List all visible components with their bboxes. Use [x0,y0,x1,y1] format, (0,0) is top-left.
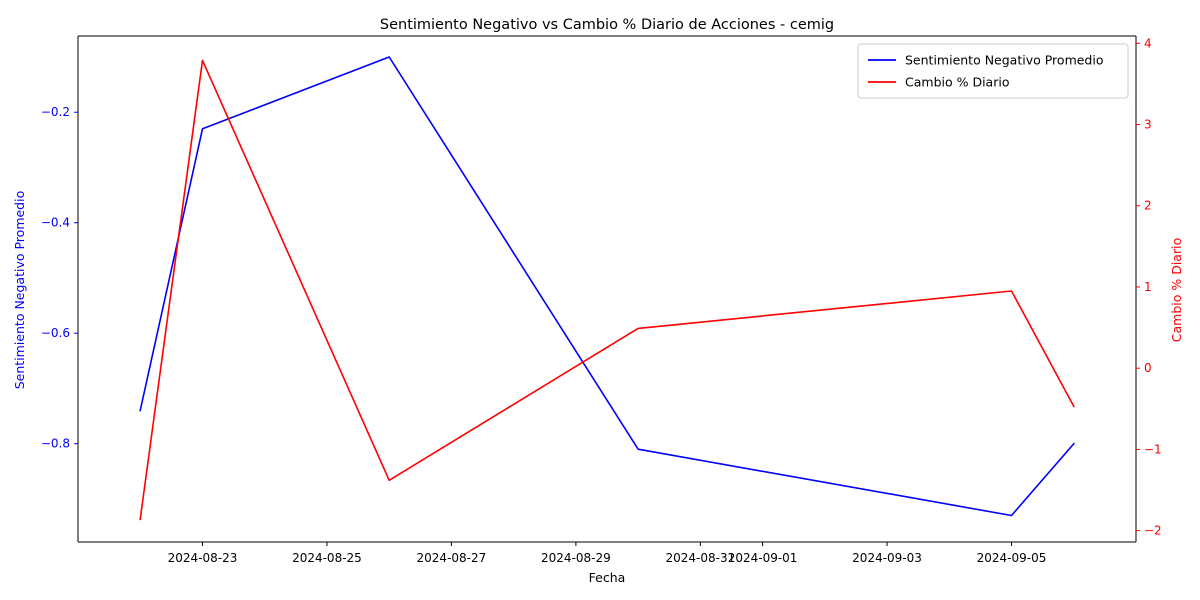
axes: 2024-08-23 2024-08-25 2024-08-27 2024-08-29… [41,35,1162,565]
legend-entry-1: Sentimiento Negativo Promedio [905,53,1104,68]
x-tick-label: 2024-08-23 [168,551,238,565]
x-tick-label: 2024-08-27 [417,551,487,565]
left-y-tick-label: −0.6 [41,326,70,340]
right-y-tick-label: −2 [1144,524,1162,538]
right-y-tick-label: 0 [1144,361,1152,375]
x-tick-label: 2024-09-05 [977,551,1047,565]
chart-title: Sentimiento Negativo vs Cambio % Diario … [380,17,834,33]
legend: Sentimiento Negativo Promedio Cambio % Di… [857,43,1129,99]
x-axis-label: Fecha [589,570,626,585]
x-tick-label: 2024-09-03 [852,551,922,565]
series-line-1 [139,56,1075,517]
right-y-axis-label: Cambio % Diario [1169,238,1184,342]
right-y-tick-label: −1 [1144,442,1162,456]
x-tick-label: 2024-08-25 [292,551,362,565]
legend-entry-2: Cambio % Diario [905,75,1009,90]
series-line-2 [139,59,1075,521]
x-tick-label: 2024-08-31 [665,551,735,565]
legend-box [857,43,1129,99]
right-y-tick-label: 4 [1144,36,1152,50]
left-y-tick-label: −0.4 [41,216,70,230]
right-y-tick-label: 3 [1144,118,1152,132]
x-tick-label: 2024-08-29 [541,551,611,565]
left-y-tick-label: −0.2 [41,105,70,119]
plot-area [139,56,1075,521]
right-y-tick-label: 1 [1144,280,1152,294]
left-y-axis-label: Sentimiento Negativo Promedio [12,191,27,390]
right-y-tick-label: 2 [1144,199,1152,213]
x-tick-label: 2024-09-01 [728,551,798,565]
left-y-tick-label: −0.8 [41,437,70,451]
